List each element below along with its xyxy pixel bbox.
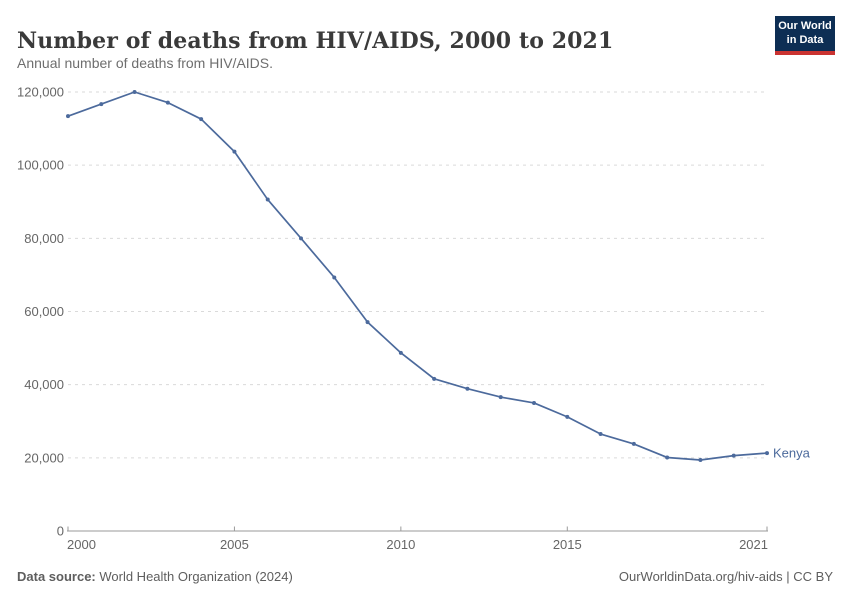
data-source-label: Data source: (17, 569, 96, 584)
data-point (99, 102, 104, 107)
data-point (598, 432, 603, 437)
page-title: Number of deaths from HIV/AIDS, 2000 to … (17, 27, 614, 54)
data-point (332, 275, 337, 280)
data-point (132, 90, 137, 94)
data-point (698, 458, 703, 463)
x-tick-label: 2005 (220, 537, 249, 552)
credit-license: | CC BY (782, 569, 833, 584)
data-point (465, 386, 470, 391)
data-point (365, 320, 370, 325)
data-point (665, 455, 670, 460)
y-tick-label: 120,000 (17, 85, 64, 100)
y-tick-label: 40,000 (24, 377, 64, 392)
data-point (731, 453, 736, 458)
credit-link[interactable]: OurWorldinData.org/hiv-aids (618, 569, 783, 584)
data-point (299, 236, 303, 241)
data-point (765, 451, 769, 456)
y-tick-label: 100,000 (17, 158, 64, 173)
chart-subtitle: Annual number of deaths from HIV/AIDS. (17, 55, 274, 71)
data-point (432, 376, 437, 381)
data-point (199, 117, 204, 122)
owid-logo[interactable]: Our World in Data (775, 16, 835, 55)
entity-label: Kenya (773, 446, 811, 461)
data-point (532, 400, 536, 405)
credit: OurWorldinData.org/hiv-aids | CC BY (619, 569, 833, 584)
data-point (565, 414, 570, 419)
data-point (232, 149, 237, 154)
y-tick-label: 80,000 (24, 231, 64, 246)
y-tick-label: 20,000 (24, 450, 64, 465)
x-tick-label: 2000 (67, 537, 96, 552)
owid-logo-line1: Our World (778, 20, 832, 32)
x-tick-label: 2015 (553, 537, 582, 552)
y-tick-label: 0 (57, 524, 64, 539)
x-tick-label: 2021 (739, 537, 768, 552)
data-point (398, 350, 403, 355)
owid-logo-line2: in Data (786, 33, 824, 46)
data-point (631, 441, 636, 446)
data-point (66, 114, 70, 119)
x-tick-label: 2010 (386, 537, 415, 552)
data-point (265, 197, 270, 202)
y-tick-label: 60,000 (24, 304, 64, 319)
data-point (498, 395, 503, 400)
data-source: Data source: World Health Organization (… (17, 569, 293, 584)
data-source-value: World Health Organization (2024) (95, 569, 293, 584)
data-point (165, 100, 170, 105)
data-line (67, 91, 768, 461)
